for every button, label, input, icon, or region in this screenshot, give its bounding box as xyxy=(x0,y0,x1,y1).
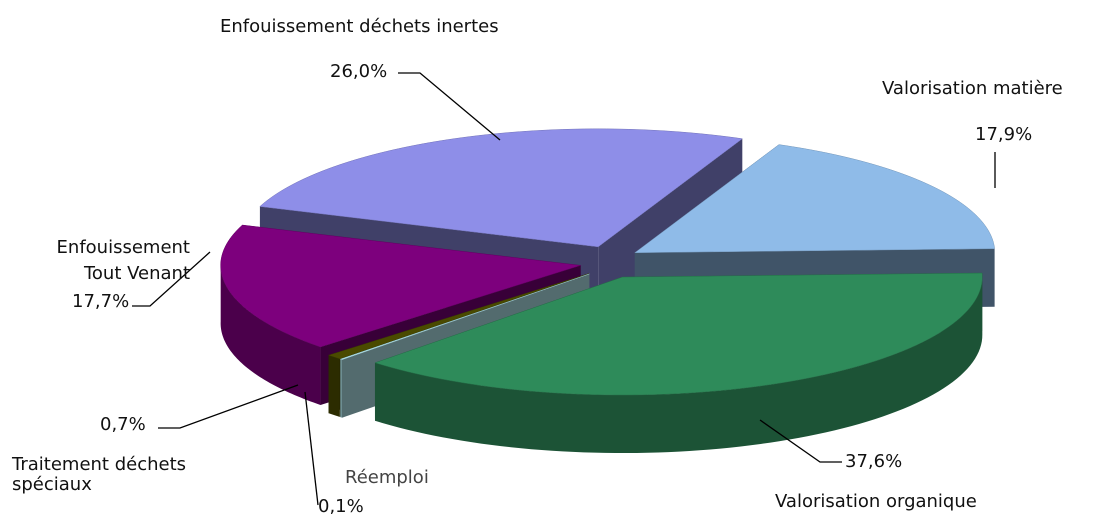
slice-top xyxy=(259,128,743,248)
slice-wall xyxy=(340,359,342,418)
slice-wall xyxy=(328,355,340,417)
label: 37,6% xyxy=(845,451,903,472)
label: Valorisation organique xyxy=(775,491,977,512)
label: 17,9% xyxy=(975,124,1033,145)
label: Enfouissement déchets inertes xyxy=(220,16,499,37)
slice-side xyxy=(598,138,743,305)
slice xyxy=(374,272,983,454)
slice-top xyxy=(220,224,581,348)
label: 26,0% xyxy=(330,61,388,82)
leader-line xyxy=(132,251,211,307)
label: 17,7% xyxy=(72,291,130,312)
leader-line xyxy=(759,419,842,463)
label: Traitement déchets spéciaux xyxy=(12,454,187,495)
slice-wall xyxy=(374,276,983,454)
slice-top xyxy=(634,144,995,253)
label: 0,7% xyxy=(100,414,146,435)
label: 0,1% xyxy=(318,496,364,517)
leader-line xyxy=(398,72,501,141)
slice-top xyxy=(339,273,590,360)
slice-top xyxy=(374,272,983,396)
label: Réemploi xyxy=(345,467,429,488)
leader-line xyxy=(158,384,299,429)
slice-top xyxy=(327,273,589,360)
leader-line xyxy=(304,391,319,506)
label: Valorisation matière xyxy=(882,78,1063,99)
slice-wall xyxy=(220,263,321,405)
label: Enfouissement Tout Venant xyxy=(56,237,190,284)
